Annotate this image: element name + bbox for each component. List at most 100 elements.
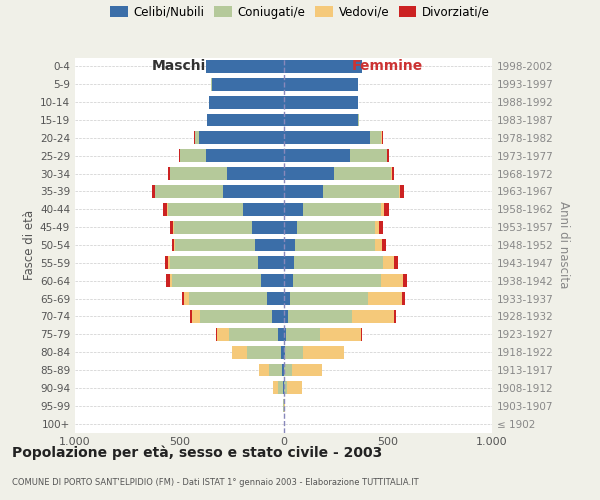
Bar: [196, 132, 284, 144]
Bar: [284, 78, 358, 90]
Bar: [281, 346, 284, 358]
Bar: [188, 292, 284, 305]
Bar: [207, 114, 284, 126]
Bar: [207, 114, 284, 126]
Bar: [152, 185, 284, 198]
Bar: [284, 185, 400, 198]
Bar: [284, 167, 392, 180]
Bar: [227, 167, 284, 180]
Bar: [284, 328, 361, 340]
Bar: [173, 220, 284, 234]
Bar: [179, 150, 284, 162]
Bar: [284, 364, 322, 376]
Bar: [284, 114, 359, 126]
Bar: [284, 203, 383, 215]
Bar: [284, 150, 387, 162]
Bar: [168, 203, 284, 215]
Bar: [184, 292, 284, 305]
Text: Maschi: Maschi: [152, 60, 206, 74]
Bar: [284, 203, 382, 215]
Bar: [284, 132, 383, 144]
Bar: [283, 400, 284, 412]
Bar: [284, 328, 362, 340]
Bar: [172, 274, 284, 287]
Bar: [284, 256, 394, 270]
Bar: [252, 220, 284, 234]
Bar: [284, 238, 382, 252]
Bar: [206, 60, 284, 73]
Bar: [284, 167, 394, 180]
Bar: [284, 132, 370, 144]
Bar: [284, 60, 362, 73]
Bar: [211, 78, 284, 90]
Bar: [284, 78, 358, 90]
Bar: [211, 78, 284, 90]
Bar: [163, 203, 284, 215]
Bar: [284, 310, 352, 323]
Bar: [168, 167, 284, 180]
Bar: [284, 292, 403, 305]
Bar: [260, 274, 284, 287]
Legend: Celibi/Nubili, Coniugati/e, Vedovi/e, Divorziati/e: Celibi/Nubili, Coniugati/e, Vedovi/e, Di…: [105, 1, 495, 24]
Bar: [196, 132, 284, 144]
Bar: [165, 256, 284, 270]
Bar: [284, 274, 407, 287]
Bar: [206, 60, 284, 73]
Bar: [284, 167, 391, 180]
Bar: [259, 364, 284, 376]
Bar: [206, 60, 284, 73]
Bar: [284, 292, 405, 305]
Bar: [259, 364, 284, 376]
Bar: [284, 310, 394, 323]
Bar: [272, 310, 284, 323]
Bar: [182, 292, 284, 305]
Bar: [180, 150, 284, 162]
Bar: [284, 203, 389, 215]
Bar: [284, 132, 382, 144]
Bar: [284, 256, 383, 270]
Bar: [211, 78, 284, 90]
Bar: [206, 60, 284, 73]
Bar: [284, 132, 382, 144]
Bar: [284, 60, 362, 73]
Bar: [278, 328, 284, 340]
Bar: [170, 167, 284, 180]
Bar: [200, 310, 284, 323]
Bar: [209, 96, 284, 108]
Bar: [209, 96, 284, 108]
Bar: [284, 274, 382, 287]
Bar: [243, 203, 284, 215]
Bar: [284, 382, 302, 394]
Bar: [170, 220, 284, 234]
Bar: [284, 346, 285, 358]
Bar: [284, 328, 320, 340]
Bar: [259, 256, 284, 270]
Bar: [284, 346, 344, 358]
Bar: [284, 203, 304, 215]
Bar: [166, 274, 284, 287]
Bar: [267, 292, 284, 305]
Bar: [284, 382, 302, 394]
Bar: [284, 114, 359, 126]
Bar: [284, 346, 344, 358]
Bar: [229, 328, 284, 340]
Bar: [284, 96, 358, 108]
Bar: [167, 203, 284, 215]
Bar: [232, 346, 284, 358]
Bar: [284, 96, 358, 108]
Bar: [192, 310, 284, 323]
Bar: [284, 238, 375, 252]
Bar: [272, 382, 284, 394]
Bar: [284, 220, 383, 234]
Text: Popolazione per età, sesso e stato civile - 2003: Popolazione per età, sesso e stato civil…: [12, 446, 382, 460]
Bar: [284, 78, 358, 90]
Bar: [284, 150, 387, 162]
Bar: [284, 150, 350, 162]
Bar: [284, 185, 404, 198]
Bar: [155, 185, 284, 198]
Text: Femmine: Femmine: [352, 60, 424, 74]
Bar: [284, 400, 285, 412]
Text: COMUNE DI PORTO SANT'ELPIDIO (FM) - Dati ISTAT 1° gennaio 2003 - Elaborazione TU: COMUNE DI PORTO SANT'ELPIDIO (FM) - Dati…: [12, 478, 419, 487]
Bar: [174, 238, 284, 252]
Bar: [212, 78, 284, 90]
